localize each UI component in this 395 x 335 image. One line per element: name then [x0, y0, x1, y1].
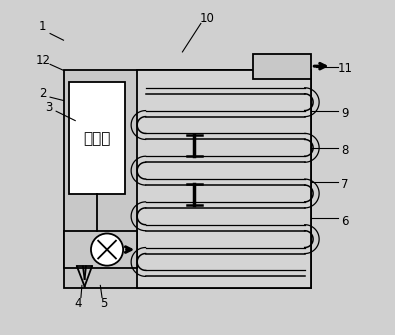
- Text: 控制器: 控制器: [83, 131, 111, 146]
- Text: 5: 5: [100, 297, 107, 310]
- Text: 9: 9: [341, 108, 349, 120]
- Bar: [253, 54, 311, 79]
- Bar: [68, 82, 126, 194]
- Text: 6: 6: [341, 215, 349, 227]
- Text: 11: 11: [337, 62, 352, 75]
- Text: 1: 1: [39, 20, 47, 33]
- Text: 7: 7: [341, 178, 349, 191]
- Text: 12: 12: [35, 54, 50, 67]
- Text: 3: 3: [45, 101, 52, 114]
- Bar: [64, 231, 137, 268]
- Text: 4: 4: [75, 297, 82, 310]
- Circle shape: [91, 233, 123, 266]
- Bar: [137, 70, 311, 288]
- Text: 2: 2: [39, 87, 47, 100]
- Text: 8: 8: [341, 144, 348, 157]
- Bar: [64, 70, 311, 288]
- Text: 10: 10: [200, 12, 215, 25]
